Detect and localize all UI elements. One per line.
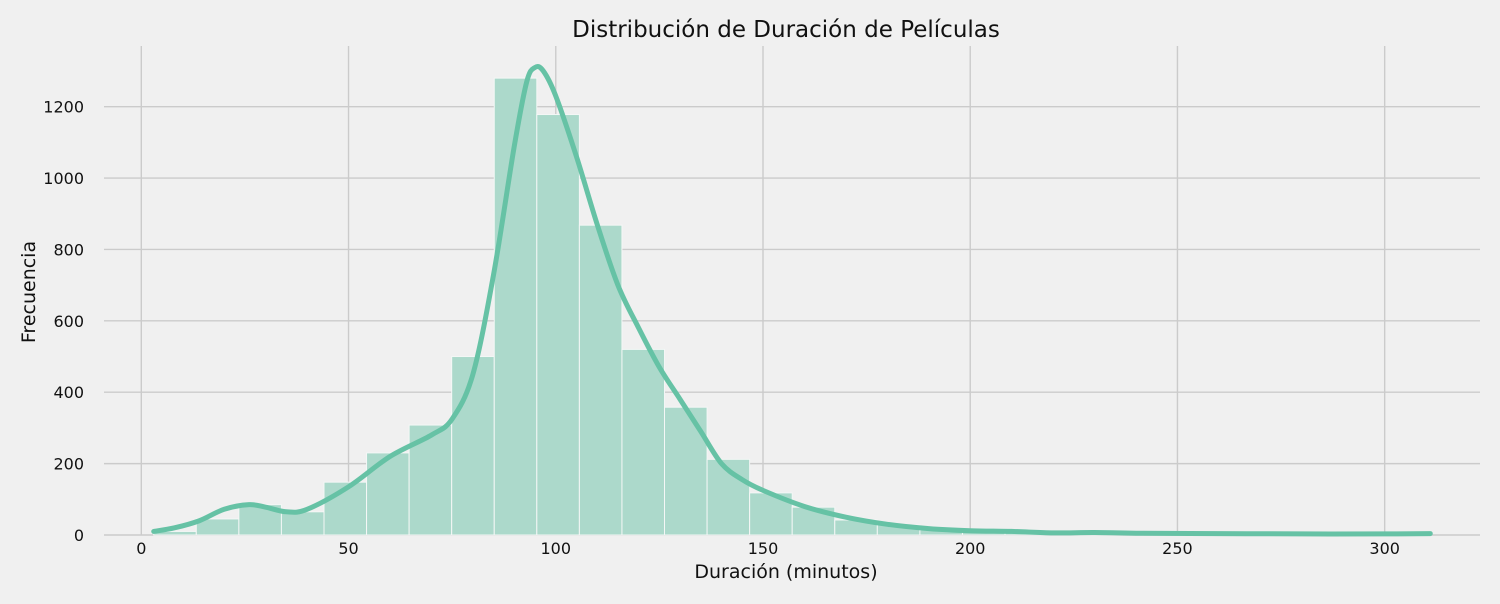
y-tick-label: 200 bbox=[53, 455, 84, 474]
y-tick-label: 600 bbox=[53, 312, 84, 331]
histogram-bar bbox=[281, 512, 324, 535]
y-tick-label: 400 bbox=[53, 383, 84, 402]
x-tick-label: 200 bbox=[955, 539, 986, 558]
x-tick-label: 150 bbox=[748, 539, 779, 558]
histogram-bar bbox=[665, 407, 708, 535]
histogram-bar bbox=[537, 115, 580, 535]
histogram-bar bbox=[367, 453, 410, 535]
y-tick-label: 0 bbox=[74, 526, 84, 545]
y-tick-label: 1200 bbox=[43, 98, 84, 117]
x-tick-label: 250 bbox=[1162, 539, 1193, 558]
y-axis-label: Frecuencia bbox=[18, 241, 40, 343]
histogram-bar bbox=[622, 349, 665, 535]
histogram-bars bbox=[154, 78, 1431, 535]
chart-title: Distribución de Duración de Películas bbox=[572, 17, 1000, 43]
histogram-bar bbox=[579, 225, 622, 535]
x-tick-label: 300 bbox=[1369, 539, 1400, 558]
x-tick-label: 0 bbox=[136, 539, 146, 558]
y-tick-label: 800 bbox=[53, 240, 84, 259]
y-tick-label: 1000 bbox=[43, 169, 84, 188]
grid bbox=[104, 46, 1480, 535]
x-tick-label: 50 bbox=[338, 539, 358, 558]
histogram-bar bbox=[452, 357, 495, 535]
x-axis-label: Duración (minutos) bbox=[694, 561, 877, 583]
x-tick-label: 100 bbox=[540, 539, 571, 558]
